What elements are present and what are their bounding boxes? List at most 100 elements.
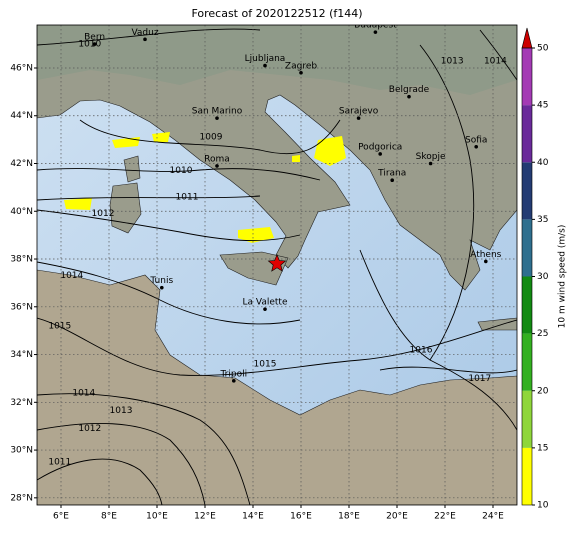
- city-label: Tunis: [149, 276, 173, 286]
- colorbar-segment: [522, 390, 532, 448]
- wind-patch: [152, 132, 170, 142]
- map-layer: 1010 1013 1014 1009 1010 1011 1012 1014 1015 1014…: [37, 21, 517, 505]
- isobar-label: 1017: [468, 374, 491, 384]
- isobar-label: 1011: [48, 458, 71, 468]
- colorbar-label: 10 m wind speed (m/s): [558, 225, 568, 329]
- city-dot: [390, 178, 395, 183]
- x-tick-label: 6°E: [53, 512, 69, 522]
- colorbar-tick-label: 40: [537, 158, 549, 168]
- wind-patch: [292, 155, 300, 162]
- y-tick-label: 30°N: [10, 446, 33, 456]
- y-tick-label: 34°N: [10, 350, 33, 360]
- isobar-label: 1014: [484, 56, 507, 66]
- x-tick-label: 24°E: [482, 512, 504, 522]
- city-dot: [92, 42, 97, 46]
- city-dot: [378, 152, 383, 156]
- city-label: Roma: [204, 154, 230, 164]
- wind-patch: [314, 136, 346, 166]
- isobar-label: 1009: [200, 133, 223, 143]
- y-tick-label: 28°N: [10, 493, 33, 503]
- isobar-label: 1010: [78, 40, 101, 50]
- city-dot: [143, 37, 147, 42]
- y-tick-label: 40°N: [10, 207, 33, 217]
- city-dot: [160, 285, 164, 290]
- land-europe: [37, 25, 517, 291]
- y-tick-label: 46°N: [10, 63, 33, 73]
- wind-patch: [64, 198, 92, 210]
- isobar-label: 1012: [78, 424, 101, 434]
- city-label: Skopje: [416, 152, 446, 162]
- chart-title: Forecast of 2020122512 (f144): [191, 7, 362, 20]
- isobar: [359, 249, 517, 431]
- city-label: Athens: [470, 250, 501, 260]
- wind-patch: [112, 137, 140, 148]
- isobar: [37, 168, 321, 181]
- city-dot: [215, 116, 219, 120]
- colorbar-tick-label: 25: [537, 329, 548, 339]
- isobar-label: 1014: [60, 271, 83, 281]
- sardinia: [109, 182, 142, 234]
- colorbar-tick-label: 35: [537, 215, 548, 225]
- event-marker: [267, 254, 287, 272]
- x-tick-label: 8°E: [101, 512, 117, 522]
- city-label: Budapest: [354, 21, 397, 31]
- colorbar-segment: [522, 447, 532, 505]
- city-dot: [232, 379, 236, 383]
- isobar: [479, 29, 517, 81]
- wind-patches: [64, 132, 346, 243]
- isobar: [379, 366, 517, 374]
- y-tick-label: 42°N: [10, 159, 33, 169]
- colorbar-segment: [522, 162, 532, 220]
- colorbar-segment: [522, 333, 532, 391]
- city-dot: [428, 161, 433, 166]
- isobar: [37, 393, 251, 505]
- isobar: [37, 261, 301, 325]
- city-dot: [484, 259, 488, 264]
- axes: 6°E 8°E 10°E 12°E 14°E 16°E 18°E 20°E 22°E 24°E 28…: [10, 63, 504, 521]
- city-dot: [356, 116, 361, 120]
- city-dot: [407, 94, 411, 99]
- sicily: [219, 251, 289, 286]
- colorbar-segment: [522, 276, 532, 334]
- map-frame: [36, 24, 518, 506]
- isobar: [419, 44, 474, 361]
- city-label: Sarajevo: [339, 107, 379, 117]
- y-tick-label: 44°N: [10, 111, 33, 121]
- isobar: [37, 209, 301, 242]
- colorbar: 10 15 20 25 30 35 40 45 50 10 m wind speed (m/s): [521, 27, 568, 511]
- city-label: Belgrade: [389, 85, 430, 95]
- colorbar-segment: [522, 219, 532, 277]
- colorbar-tick-label: 20: [537, 386, 549, 396]
- x-tick-label: 20°E: [386, 512, 408, 522]
- city-dot: [373, 30, 378, 34]
- isobar-label: 1013: [110, 406, 133, 416]
- city-label: Bern: [84, 33, 105, 43]
- city-dot: [263, 63, 267, 68]
- isobar-label: 1014: [72, 388, 95, 398]
- x-tick-label: 10°E: [146, 512, 168, 522]
- city-label: Tripoli: [219, 369, 247, 379]
- colorbar-segment: [522, 105, 532, 163]
- y-tick-label: 38°N: [10, 255, 33, 265]
- colorbar-extend: [521, 27, 533, 49]
- isobar-label: 1015: [254, 360, 277, 370]
- city-dot: [299, 70, 303, 75]
- isobar-label: 1011: [176, 192, 199, 202]
- city-label: Podgorica: [358, 142, 402, 152]
- x-tick-label: 12°E: [194, 512, 216, 522]
- crete: [477, 317, 517, 331]
- isobar-label: 1015: [48, 321, 71, 331]
- colorbar-tick-label: 10: [537, 501, 549, 511]
- corsica: [123, 155, 141, 183]
- wind-patch: [238, 227, 274, 243]
- city-label: Ljubljana: [245, 54, 286, 64]
- city-label: Zagreb: [285, 61, 317, 71]
- y-tick-label: 36°N: [10, 302, 33, 312]
- colorbar-segment: [522, 48, 532, 106]
- x-tick-label: 14°E: [242, 512, 264, 522]
- city-dot: [474, 144, 479, 149]
- x-tick-label: 18°E: [338, 512, 360, 522]
- city-label: La Valette: [243, 298, 288, 308]
